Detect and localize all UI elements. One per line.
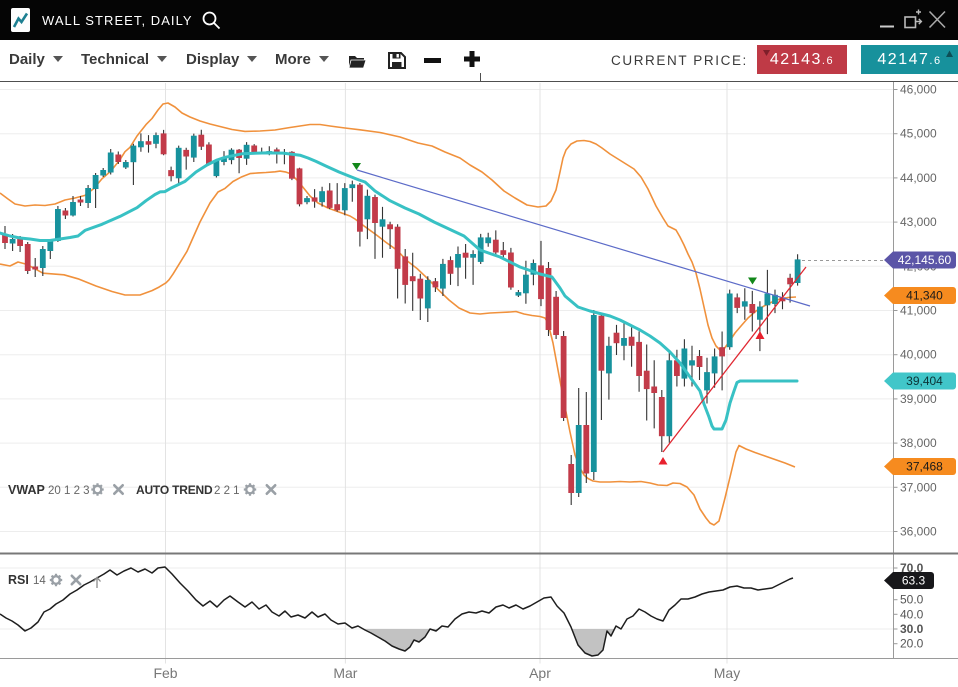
svg-text:70.0: 70.0 bbox=[900, 561, 924, 575]
svg-text:42,145.60: 42,145.60 bbox=[898, 253, 952, 267]
svg-text:2 2 1: 2 2 1 bbox=[214, 485, 240, 497]
svg-text:Mar: Mar bbox=[333, 665, 357, 681]
svg-text:63.3: 63.3 bbox=[902, 574, 926, 588]
svg-text:50.0: 50.0 bbox=[900, 593, 924, 607]
svg-text:39,000: 39,000 bbox=[900, 392, 937, 406]
svg-text:43,000: 43,000 bbox=[900, 215, 937, 229]
svg-text:37,468: 37,468 bbox=[906, 460, 943, 474]
svg-text:36,000: 36,000 bbox=[900, 525, 937, 539]
svg-text:14: 14 bbox=[33, 575, 46, 587]
svg-text:Feb: Feb bbox=[153, 665, 177, 681]
svg-text:39,404: 39,404 bbox=[906, 374, 943, 388]
svg-text:RSI: RSI bbox=[8, 573, 29, 587]
svg-text:40.0: 40.0 bbox=[900, 607, 924, 621]
svg-text:40,000: 40,000 bbox=[900, 348, 937, 362]
svg-text:20 1 2 3: 20 1 2 3 bbox=[48, 485, 90, 497]
svg-text:38,000: 38,000 bbox=[900, 436, 937, 450]
svg-text:46,000: 46,000 bbox=[900, 83, 937, 97]
svg-text:Apr: Apr bbox=[529, 665, 551, 681]
svg-text:30.0: 30.0 bbox=[900, 622, 924, 636]
svg-text:VWAP: VWAP bbox=[8, 483, 45, 497]
svg-text:20.0: 20.0 bbox=[900, 637, 924, 651]
svg-text:41,340: 41,340 bbox=[906, 289, 943, 303]
svg-text:37,000: 37,000 bbox=[900, 480, 937, 494]
svg-text:May: May bbox=[714, 665, 740, 681]
svg-text:AUTO TREND: AUTO TREND bbox=[136, 483, 213, 497]
svg-text:45,000: 45,000 bbox=[900, 127, 937, 141]
svg-text:41,000: 41,000 bbox=[900, 304, 937, 318]
svg-text:44,000: 44,000 bbox=[900, 171, 937, 185]
